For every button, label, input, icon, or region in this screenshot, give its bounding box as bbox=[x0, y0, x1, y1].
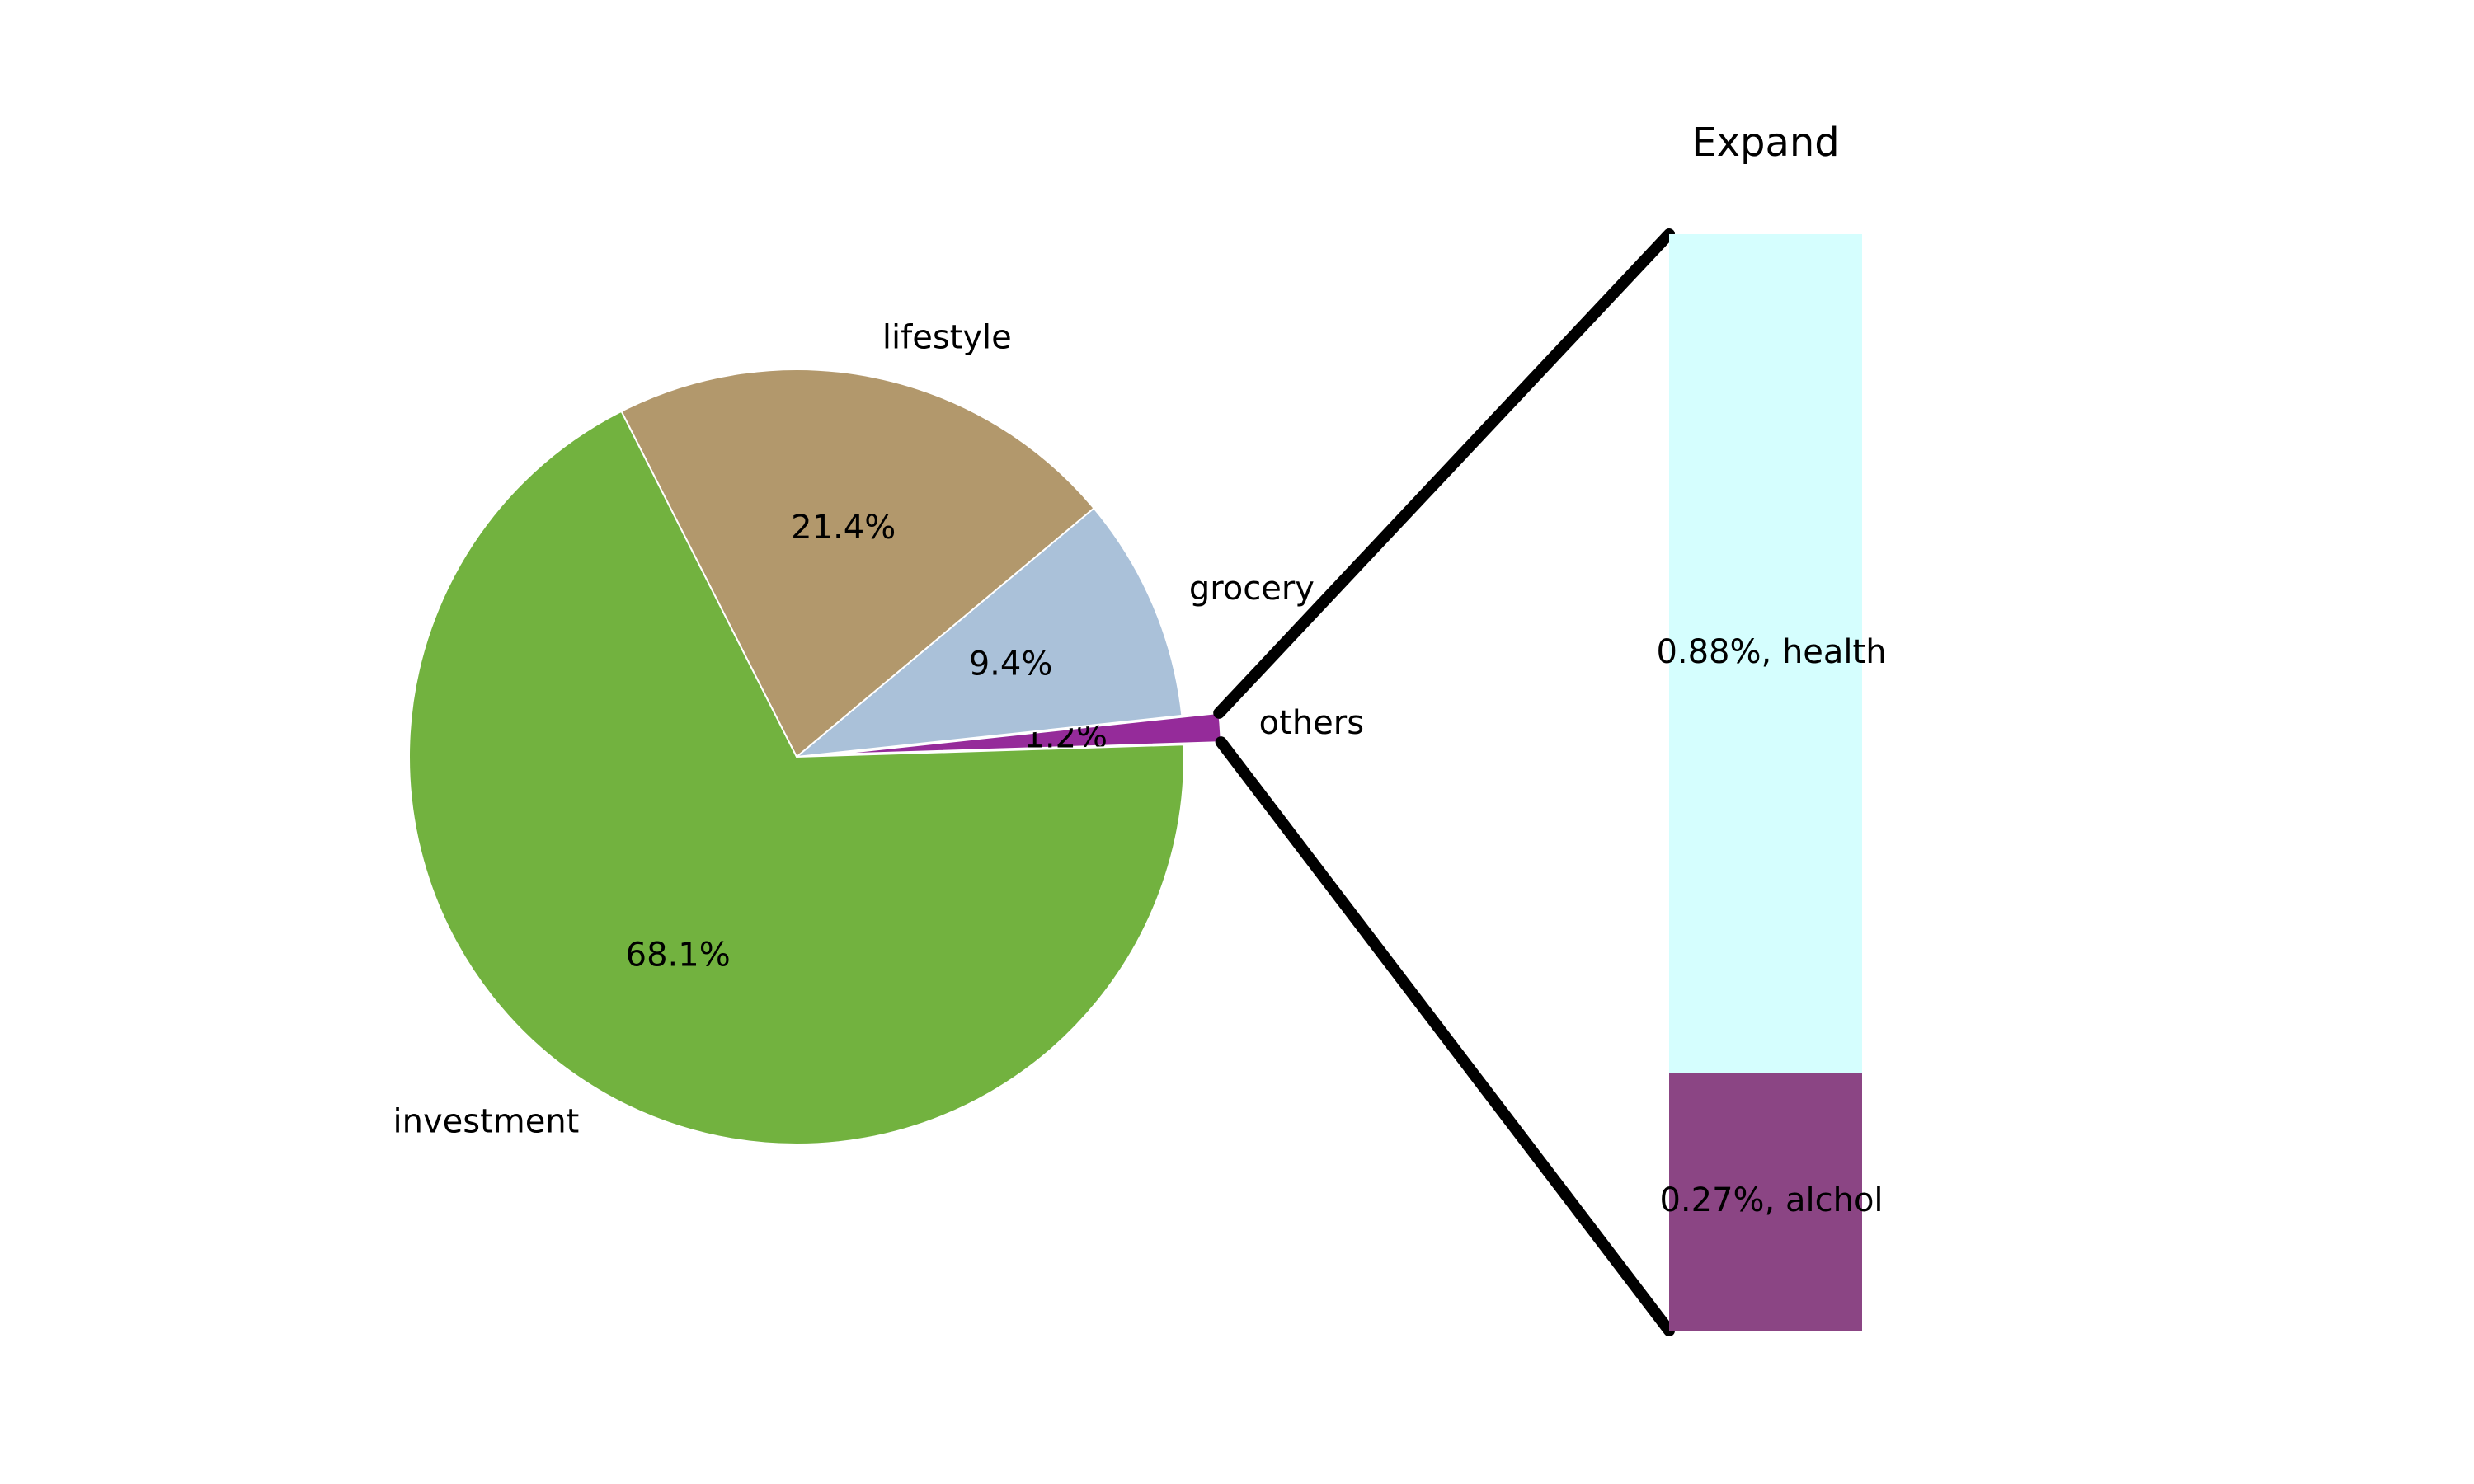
pie: 1.2% others9.4%grocery21.4%lifestyle68.1%… bbox=[393, 319, 1364, 1145]
pie-category-label-investment: investment bbox=[393, 1103, 579, 1141]
pie-pct-label-lifestyle: 21.4% bbox=[791, 509, 896, 547]
pie-category-label-lifestyle: lifestyle bbox=[882, 319, 1012, 357]
pie-category-label-others: others bbox=[1259, 704, 1364, 742]
breakdown-title: Expand bbox=[1691, 120, 1840, 166]
bar-segment-label-0-27-alchol: 0.27%, alchol bbox=[1659, 1181, 1883, 1219]
connector-line-bottom bbox=[1215, 736, 1675, 1336]
pie-category-label-grocery: grocery bbox=[1189, 570, 1315, 608]
connector-lines bbox=[1213, 228, 1675, 1336]
pie-slice-investment bbox=[408, 410, 1185, 1145]
pie-pct-label-grocery: 9.4% bbox=[969, 646, 1053, 683]
bar-segment-0-88-health bbox=[1669, 234, 1862, 1073]
pie-slice-lifestyle bbox=[620, 369, 1095, 758]
pie-pct-label-investment: 68.1% bbox=[626, 937, 731, 974]
pie-slice-grocery bbox=[793, 506, 1183, 758]
bar-segment-0-27-alchol bbox=[1669, 1073, 1862, 1331]
breakdown-bar: 0.27%, alchol 0.88%, health bbox=[1656, 234, 1887, 1331]
bar-segment-label-0-88-health: 0.88%, health bbox=[1656, 633, 1886, 671]
connector-line-top bbox=[1213, 228, 1675, 719]
